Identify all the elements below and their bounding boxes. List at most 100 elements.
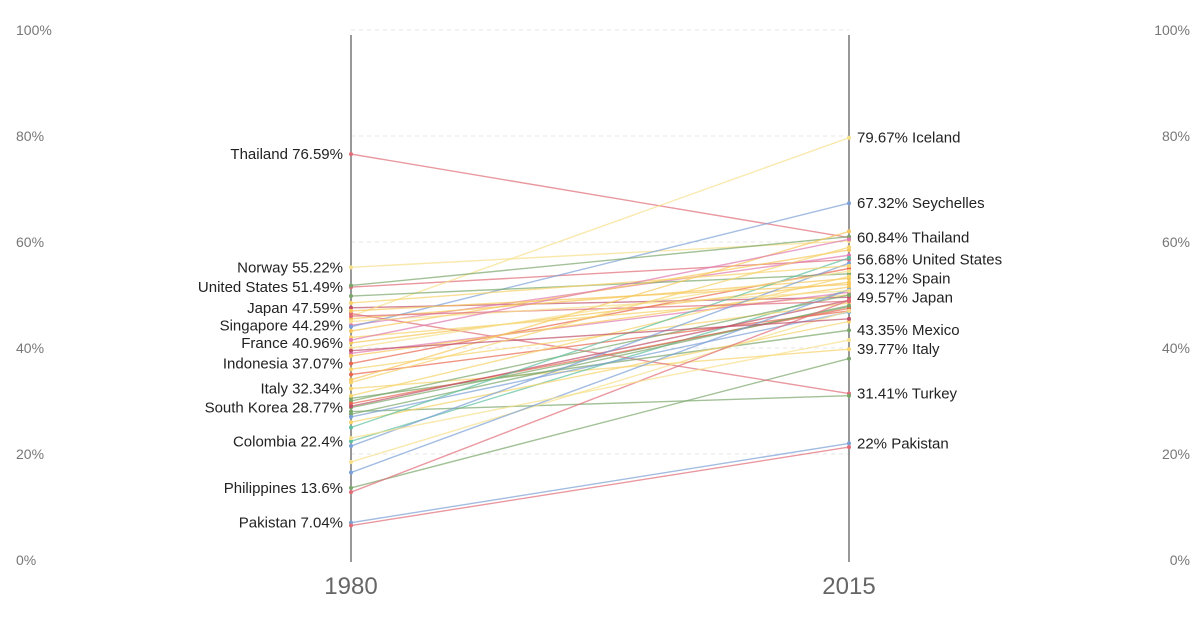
y-tick-label-right: 100% (1154, 22, 1190, 38)
series-line (350, 299, 850, 407)
y-tick-label-left: 80% (16, 128, 44, 144)
series-point-2015 (847, 245, 851, 250)
data-label-2015: 60.84% Thailand (857, 230, 969, 247)
series-point-1980 (349, 283, 353, 288)
data-label-2015: 53.12% Spain (857, 270, 950, 287)
series-point-1980 (349, 348, 353, 353)
series-line (350, 289, 850, 474)
series-point-1980 (349, 338, 353, 343)
y-tick-label-left: 60% (16, 234, 44, 250)
data-label-1980: Japan 47.59% (247, 300, 343, 317)
series-point-1980 (349, 265, 353, 270)
series-point-2015 (847, 293, 851, 297)
series-point-1980 (349, 152, 353, 157)
series-line (350, 442, 850, 524)
data-label-2015: 22% Pakistan (857, 435, 949, 452)
series-line (350, 290, 850, 323)
series-point-1980 (349, 490, 353, 495)
series-point-1980 (349, 520, 353, 525)
series-point-1980 (349, 372, 353, 377)
series-point-1980 (349, 340, 353, 345)
series-point-1980 (349, 420, 353, 425)
series-line (350, 281, 850, 344)
series-point-1980 (349, 305, 353, 310)
data-label-2015: 49.57% Japan (857, 289, 953, 306)
series-point-2015 (847, 263, 851, 268)
y-tick-label-right: 20% (1162, 446, 1190, 462)
data-label-1980: France 40.96% (241, 335, 343, 352)
series-point-1980 (349, 439, 353, 444)
series-point-1980 (349, 319, 353, 324)
series-point-2015 (847, 347, 851, 352)
series-point-1980 (349, 367, 353, 372)
series-point-1980 (349, 444, 353, 449)
series-point-2015 (847, 303, 851, 308)
series-point-1980 (349, 414, 353, 419)
series-point-2015 (847, 201, 851, 206)
series-line (350, 246, 850, 384)
series-point-1980 (349, 386, 353, 391)
y-tick-label-right: 80% (1162, 128, 1190, 144)
series-point-2015 (847, 393, 851, 398)
y-tick-label-right: 40% (1162, 340, 1190, 356)
data-label-1980: Philippines 13.6% (224, 480, 343, 497)
data-label-2015: 39.77% Italy (857, 341, 940, 358)
series-point-1980 (349, 470, 353, 475)
series-line (350, 238, 850, 341)
series-point-2015 (847, 308, 851, 313)
series-point-2015 (847, 316, 851, 321)
series-line (350, 258, 850, 288)
series-line (350, 286, 850, 357)
series-point-2015 (847, 441, 851, 446)
series-point-1980 (349, 436, 353, 441)
data-label-1980: Pakistan 7.04% (239, 515, 343, 532)
series-point-2015 (847, 282, 851, 287)
series-point-1980 (349, 361, 353, 366)
y-axis-left: 0% 20% 40% 60% 80% 100% (16, 22, 52, 568)
series-line (350, 153, 850, 239)
series-line (350, 283, 850, 312)
series-point-2015 (847, 255, 851, 260)
series-line (350, 265, 850, 304)
series-point-2015 (847, 328, 851, 333)
series-point-1980 (349, 380, 353, 385)
series-point-1980 (349, 485, 353, 490)
y-tick-label-right: 60% (1162, 234, 1190, 250)
labels-2015: 79.67% Iceland 67.32% Seychelles 60.84% Th… (857, 130, 1002, 453)
data-label-2015: 67.32% Seychelles (857, 195, 985, 212)
series-point-2015 (847, 288, 851, 293)
data-label-2015: 31.41% Turkey (857, 386, 958, 403)
series-lines (350, 137, 850, 527)
y-tick-label-left: 100% (16, 22, 52, 38)
series-point-1980 (349, 324, 353, 329)
series-point-1980 (349, 459, 353, 464)
series-line (350, 137, 850, 317)
data-label-2015: 79.67% Iceland (857, 130, 960, 147)
y-tick-label-left: 0% (16, 552, 36, 568)
series-line (350, 291, 850, 354)
series-point-2015 (847, 445, 851, 450)
data-label-1980: Norway 55.22% (237, 259, 343, 276)
series-line (350, 300, 850, 317)
series-point-2015 (847, 274, 851, 279)
y-tick-label-left: 40% (16, 340, 44, 356)
labels-1980: Thailand 76.59% Norway 55.22% United State… (198, 146, 343, 532)
series-point-1980 (349, 308, 353, 313)
series-line (350, 262, 850, 447)
data-label-1980: Italy 32.34% (260, 381, 343, 398)
data-label-1980: Singapore 44.29% (220, 317, 343, 334)
series-line (350, 277, 850, 320)
series-line (350, 310, 850, 463)
series-line (350, 236, 850, 287)
series-points (349, 135, 851, 528)
series-point-1980 (349, 393, 353, 398)
series-point-1980 (349, 425, 353, 430)
data-label-1980: Colombia 22.4% (233, 433, 343, 450)
series-point-2015 (847, 338, 851, 343)
x-label-2015: 2015 (822, 573, 875, 600)
series-point-1980 (349, 294, 353, 299)
series-point-2015 (847, 356, 851, 361)
data-label-2015: 43.35% Mexico (857, 322, 960, 339)
